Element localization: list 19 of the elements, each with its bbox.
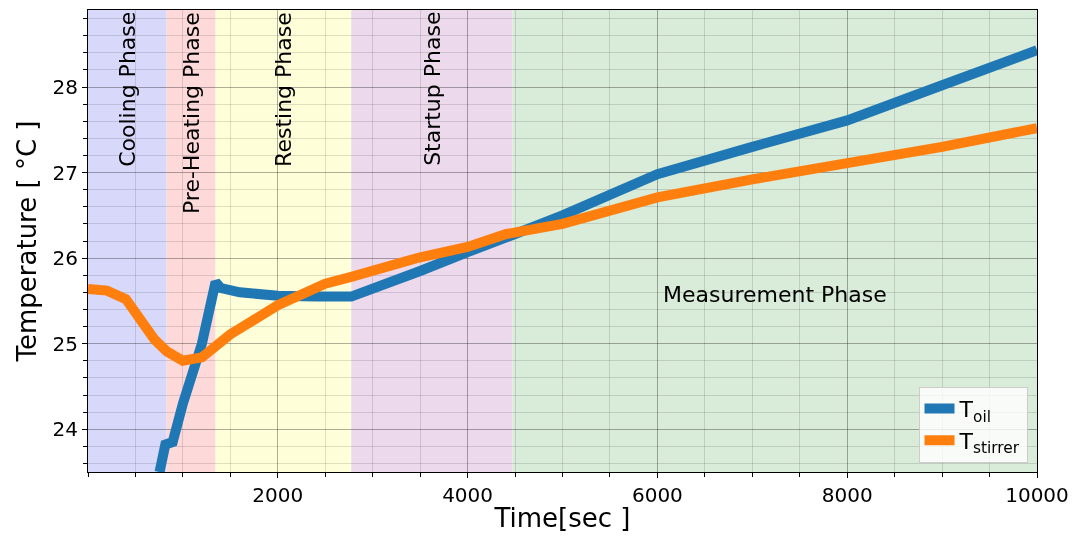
x-tick-label: 8000	[821, 483, 873, 507]
band-label: Pre-Heating Phase	[179, 12, 205, 215]
y-tick-label: 24	[52, 417, 78, 442]
x-tick-label: 10000	[1005, 483, 1069, 507]
y-tick-label: 26	[52, 246, 78, 271]
band-label: Resting Phase	[270, 12, 296, 167]
y-tick-label: 28	[52, 75, 78, 99]
x-tick-label: 4000	[442, 483, 494, 507]
legend-label: T$_{stirrer}$	[958, 428, 1020, 458]
band-label: Measurement Phase	[663, 282, 887, 307]
y-tick-label: 27	[52, 160, 78, 185]
x-tick-label: 2000	[252, 483, 304, 507]
x-axis-title: Time[sec ]	[493, 502, 631, 533]
band-label: Cooling Phase	[114, 11, 140, 167]
band-label: Startup Phase	[419, 11, 445, 166]
y-axis-title: Temperature [ °C ]	[11, 120, 42, 363]
legend-label: T$_{oil}$	[958, 397, 991, 426]
x-tick-label: 6000	[631, 483, 683, 507]
y-tick-label: 25	[52, 331, 78, 356]
